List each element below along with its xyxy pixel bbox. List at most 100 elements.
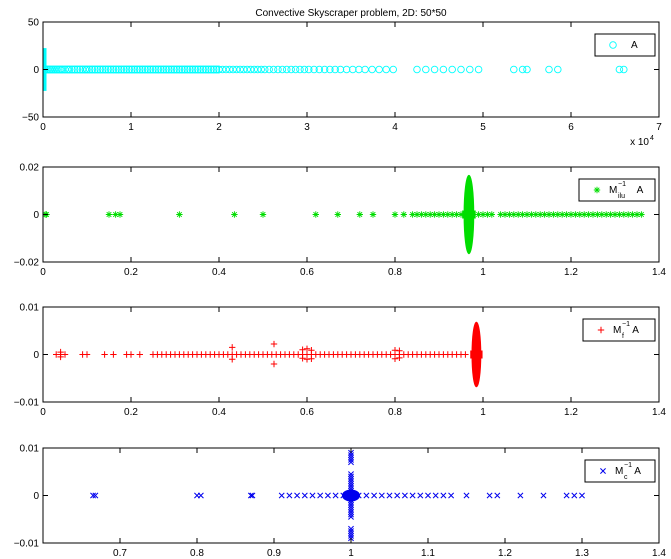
data-point (110, 351, 117, 358)
x-tick-label: 1.2 (498, 548, 512, 559)
data-point (299, 346, 306, 353)
legend: M−1 cA (584, 459, 656, 483)
data-point (125, 65, 133, 74)
x-tick-label: 0 (40, 122, 46, 133)
data-point (105, 211, 113, 218)
data-point (585, 211, 592, 218)
data-point (435, 211, 443, 218)
data-point (188, 65, 197, 74)
data-point (572, 211, 579, 218)
data-point (291, 65, 300, 74)
data-point (109, 65, 118, 74)
data-point (315, 65, 324, 74)
data-point (396, 354, 403, 362)
data-point (176, 211, 183, 218)
data-point (296, 65, 304, 74)
data-point (348, 483, 354, 489)
data-point (413, 211, 421, 218)
data-markers (53, 321, 483, 388)
data-point (475, 211, 482, 218)
legend-label-sup: −1 (622, 321, 630, 328)
data-point (231, 211, 238, 218)
data-point (207, 65, 215, 74)
data-point (112, 65, 120, 74)
data-point (259, 211, 267, 218)
data-point (396, 347, 403, 354)
data-point (349, 65, 357, 74)
data-point (348, 456, 354, 463)
data-point (463, 492, 470, 499)
data-point (518, 65, 527, 74)
y-tick-label: 0 (33, 65, 39, 76)
x-tick-label: 1.1 (421, 548, 435, 559)
data-point (324, 492, 331, 499)
x-tick-label: 1.2 (564, 407, 578, 418)
data-point (356, 211, 363, 218)
data-point (141, 65, 149, 74)
data-point (371, 492, 378, 499)
data-point (550, 211, 557, 218)
data-point (101, 351, 108, 358)
x-tick-label: 0.8 (388, 267, 402, 278)
x-tick-label: 1 (480, 267, 486, 278)
y-tick-label: 0.02 (20, 163, 40, 174)
data-point (545, 211, 553, 218)
data-point (440, 492, 447, 499)
data-point (229, 356, 236, 363)
data-point (61, 351, 69, 358)
data-point (348, 459, 354, 466)
y-tick-label: 0 (33, 491, 39, 502)
data-point (629, 211, 636, 218)
data-point (167, 65, 176, 74)
legend-box (584, 459, 656, 483)
x-tick-label: 0.9 (267, 548, 281, 559)
y-tick-label: 50 (28, 18, 40, 29)
data-point (294, 492, 301, 499)
data-point (186, 65, 194, 74)
data-point (342, 65, 351, 74)
data-point (501, 211, 509, 218)
data-point (194, 65, 202, 74)
data-point (620, 211, 627, 218)
data-point (355, 65, 363, 74)
data-point (270, 340, 278, 348)
data-point (625, 211, 632, 218)
data-point (541, 211, 548, 218)
data-point (523, 211, 531, 218)
x-tick-label: 0 (40, 267, 46, 278)
data-point (348, 454, 354, 461)
data-point (138, 65, 147, 74)
data-point (413, 65, 421, 74)
data-point (474, 65, 483, 74)
data-point (286, 492, 293, 499)
x-tick-label: 0.4 (212, 407, 226, 418)
data-point (432, 492, 439, 499)
data-point (204, 65, 213, 74)
data-point (494, 492, 501, 499)
data-point (183, 65, 192, 74)
data-point (581, 211, 588, 218)
data-point (394, 492, 401, 499)
legend-label-main: M (609, 185, 617, 196)
legend-marker (593, 186, 601, 194)
data-point (68, 65, 76, 74)
legend-marker (597, 326, 605, 334)
data-point (462, 351, 469, 358)
data-point (91, 65, 99, 74)
data-point (417, 492, 424, 499)
data-point (348, 525, 354, 532)
data-point (165, 65, 173, 74)
subplot-1: Convective Skyscraper problem, 2D: 50*50… (22, 8, 662, 148)
data-point (196, 65, 205, 74)
data-point (391, 355, 399, 362)
data-point (159, 65, 168, 74)
legend-label-sup: −1 (624, 462, 632, 469)
data-point (90, 492, 97, 499)
y-tick-label: 0 (33, 350, 39, 361)
data-point (448, 65, 456, 74)
data-point (510, 211, 517, 218)
data-point (116, 211, 124, 218)
legend-label-sub: ilu (618, 193, 625, 200)
data-point (607, 211, 614, 218)
